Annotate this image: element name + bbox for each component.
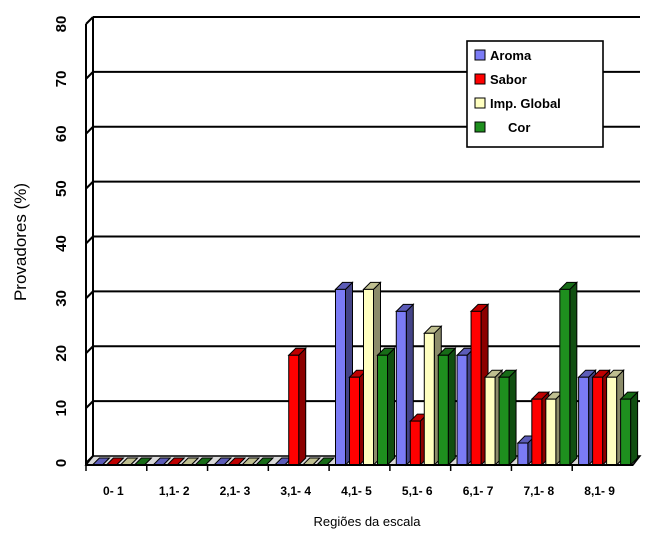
y-tick-label: 0 [53,459,70,467]
legend-item-aroma: Aroma [474,48,532,63]
x-tick-label: 3,1- 4 [280,484,311,498]
legend-label: Imp. Global [490,96,561,111]
x-tick-label: 4,1- 5 [341,484,372,498]
legend-box [466,40,604,148]
x-tick-label: 8,1- 9 [584,484,615,498]
axes [85,16,633,471]
y-tick-mark [85,400,94,409]
bar-front [484,376,496,466]
bar-front [349,376,360,466]
bar-side [569,281,578,467]
y-tick-label: 40 [53,235,70,252]
bar-front [578,376,590,466]
legend-label: Cor [508,120,530,135]
y-tick-label: 50 [53,180,70,197]
y-tick-mark [85,16,94,25]
legend-swatch [474,121,486,133]
bar-side [387,347,395,467]
bar-front [531,398,543,466]
legend-label: Aroma [490,48,532,63]
legend-swatch [474,49,486,61]
bar-front [470,310,482,466]
bar-front [498,376,510,466]
legend-label: Sabor [490,72,527,87]
bar-front [456,354,468,466]
x-tick-label: 7,1- 8 [523,484,554,498]
x-tick-label: 5,1- 6 [402,484,433,498]
bar-front [517,442,529,466]
bar-front [335,288,346,466]
bar-side [630,390,639,467]
bar-side [298,347,307,467]
bar-front [559,288,571,466]
bar-side [447,347,456,467]
legend-item-imp-global: Imp. Global [474,96,561,111]
y-tick-label: 10 [53,400,70,417]
y-tick-mark [85,180,94,190]
x-axis-label: Regiões da escala [314,514,422,529]
bar-front [606,376,618,466]
legend-item-cor: Cor [474,120,530,135]
y-tick-mark [85,126,94,135]
bar-front [423,332,435,466]
x-tick-label: 2,1- 3 [220,484,251,498]
bar-front [288,354,300,466]
bar-front [620,398,632,466]
bar-cor-5 [376,347,396,467]
bars [91,281,639,467]
y-tick-mark [85,345,94,354]
bar-cor-6 [437,347,457,467]
legend-swatch [474,97,486,109]
bar-cor-7 [497,368,518,467]
bar-front [363,288,374,466]
bar-front [395,310,407,466]
y-tick-label: 80 [53,16,70,33]
bar-front [437,354,449,466]
bar-front [377,354,388,466]
y-tick-label: 70 [53,71,70,88]
y-axis-label: Provadores (%) [11,183,30,301]
bar-cor-8 [558,281,579,467]
y-tick-mark [85,71,94,80]
y-tick-labels: 0 10 20 30 40 50 60 70 80 [53,16,70,468]
bar-sabor-4 [287,347,307,467]
bar-side [508,368,517,467]
y-tick-label: 30 [53,290,70,307]
y-tick-mark [85,455,94,464]
legend: Aroma Sabor Imp. Global Cor [466,40,604,148]
y-tick-label: 60 [53,125,70,142]
legend-item-sabor: Sabor [474,72,527,87]
x-tick-label: 0- 1 [103,484,124,498]
x-tick-label: 1,1- 2 [159,484,190,498]
bar-front [592,376,604,466]
bar-front [409,420,421,466]
x-tick-labels: 0- 1 1,1- 2 2,1- 3 3,1- 4 4,1- 5 5,1- 6 6,1- 7… [103,484,615,498]
y-tick-mark [85,235,94,245]
y-tick-mark [85,290,94,300]
y-tick-label: 20 [53,345,70,362]
bar-front [545,398,557,466]
bar-cor-9 [619,390,639,467]
legend-swatch [474,73,486,85]
x-tick-label: 6,1- 7 [463,484,494,498]
